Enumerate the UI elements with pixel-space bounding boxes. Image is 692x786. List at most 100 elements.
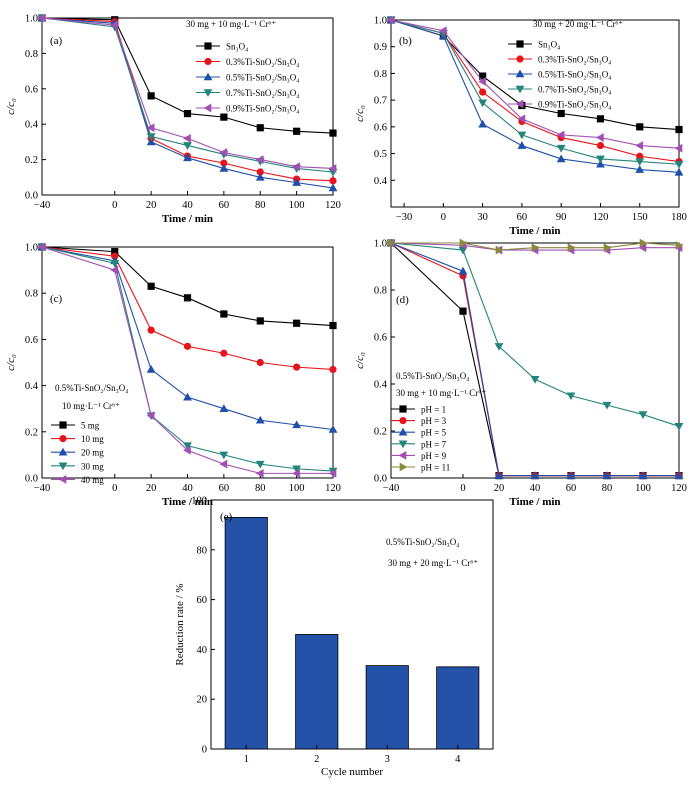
data-point	[459, 238, 468, 248]
y-tick-label: 80	[197, 545, 208, 556]
bar	[295, 634, 339, 750]
legend-marker	[58, 447, 68, 456]
data-point	[530, 471, 540, 479]
data-point	[147, 326, 155, 334]
data-point	[478, 77, 486, 86]
series-line-4	[41, 246, 333, 474]
chart-panel-e: 0 20 40 60 80 100 1 2 3 4 Cycle number Reduction ra…	[174, 496, 494, 778]
data-point	[636, 152, 644, 160]
legend-marker	[59, 435, 67, 443]
data-point	[386, 15, 395, 25]
panel-label: (c)	[50, 293, 63, 305]
chart-panel-d: −40 0 20 40 60 80 100 120 0.0 0.2 0.4 0.6 0.8 1.0 pH =…	[354, 239, 687, 509]
data-point	[566, 392, 576, 401]
data-point	[37, 242, 46, 252]
x-tick-label: 20	[146, 200, 157, 211]
y-tick-label: 0.0	[25, 191, 38, 202]
series-line-4	[390, 242, 679, 251]
y-tick-label: 0.8	[374, 69, 387, 80]
x-tick-label: 60	[219, 483, 230, 494]
panel-annotation: 0.5%Ti-SnO₂/Sn₃O₄	[386, 537, 459, 547]
data-point	[602, 401, 612, 410]
data-point	[603, 243, 612, 253]
legend-label: 0.3%Ti-SnO₂/Sn₃O₄	[538, 55, 611, 65]
legend-marker	[515, 69, 525, 78]
x-tick-label: 150	[632, 212, 648, 223]
data-point	[183, 133, 191, 143]
data-point	[531, 243, 540, 253]
data-point	[329, 129, 337, 137]
data-point	[293, 319, 301, 327]
data-point	[220, 113, 228, 121]
data-point	[479, 88, 487, 96]
data-point	[556, 130, 565, 140]
series-line-4	[390, 19, 680, 149]
data-point	[635, 158, 645, 166]
data-point	[111, 248, 119, 256]
y-tick-label: 0.0	[25, 474, 38, 485]
data-point	[183, 142, 192, 150]
x-tick-label: 80	[255, 483, 266, 494]
data-point	[635, 141, 644, 150]
panel-label: (a)	[50, 35, 63, 47]
x-tick-label: 20	[146, 483, 157, 494]
panel-annotation: 0.5%Ti-SnO₂/Sn₃O₄	[396, 371, 469, 381]
x-tick-label: 100	[635, 483, 651, 494]
legend-label: 5 mg	[81, 421, 100, 431]
data-point	[674, 167, 684, 176]
series-line-5	[391, 242, 680, 251]
data-point	[147, 282, 155, 290]
data-point	[675, 125, 683, 134]
data-point	[255, 460, 265, 469]
data-point	[478, 119, 488, 128]
data-point	[146, 365, 156, 373]
data-point	[387, 238, 396, 248]
x-tick-label: 80	[602, 483, 613, 494]
chart-panel-c: −40 0 20 40 60 80 100 120 0.0 0.2 0.4 0.6 0.8 1.0 5 mg…	[5, 243, 341, 509]
data-point	[494, 343, 504, 351]
data-point	[495, 245, 504, 255]
y-tick-label: 0.8	[374, 286, 387, 297]
data-point	[146, 133, 156, 141]
x-tick-label: 40	[182, 483, 193, 494]
data-point	[639, 238, 648, 248]
legend-label: 30 mg	[81, 461, 104, 471]
panel-annotation: 30 mg + 10 mg·L⁻¹ Cr⁶⁺	[186, 19, 276, 29]
legend-label: Sn₃O₄	[538, 40, 560, 50]
data-point	[328, 183, 338, 192]
legend-marker	[203, 89, 213, 97]
data-point	[292, 420, 302, 429]
legend-marker	[203, 72, 213, 81]
data-point	[255, 172, 265, 181]
data-point	[638, 471, 648, 479]
x-tick-label: 0	[460, 483, 465, 494]
data-point	[183, 294, 192, 302]
y-tick-label: 0.8	[25, 49, 38, 60]
legend-marker	[399, 417, 407, 425]
x-tick-label: −30	[396, 212, 412, 223]
y-axis-title: c/c₀	[354, 105, 366, 122]
y-tick-label: 0.6	[25, 84, 38, 95]
data-point	[329, 321, 337, 330]
x-tick-label: 80	[255, 200, 266, 211]
plot-frame	[390, 19, 680, 208]
y-tick-label: 40	[197, 645, 208, 656]
data-point	[556, 154, 566, 163]
x-tick-label: 120	[325, 483, 341, 494]
data-point	[494, 471, 504, 479]
data-point	[674, 143, 683, 153]
data-point	[292, 178, 302, 186]
y-tick-label: 0.2	[374, 427, 387, 438]
series-line-4	[41, 17, 334, 169]
x-axis-title: Time / min	[509, 225, 560, 237]
data-point	[328, 468, 337, 478]
x-axis-title: Time / min	[509, 496, 560, 508]
legend-marker	[515, 85, 525, 94]
panel-label: (e)	[220, 511, 233, 523]
panel-label: (b)	[399, 35, 412, 47]
series-line-1	[390, 19, 680, 163]
data-point	[674, 423, 684, 431]
data-point	[219, 404, 229, 412]
data-point	[517, 141, 527, 149]
data-point	[292, 468, 300, 478]
